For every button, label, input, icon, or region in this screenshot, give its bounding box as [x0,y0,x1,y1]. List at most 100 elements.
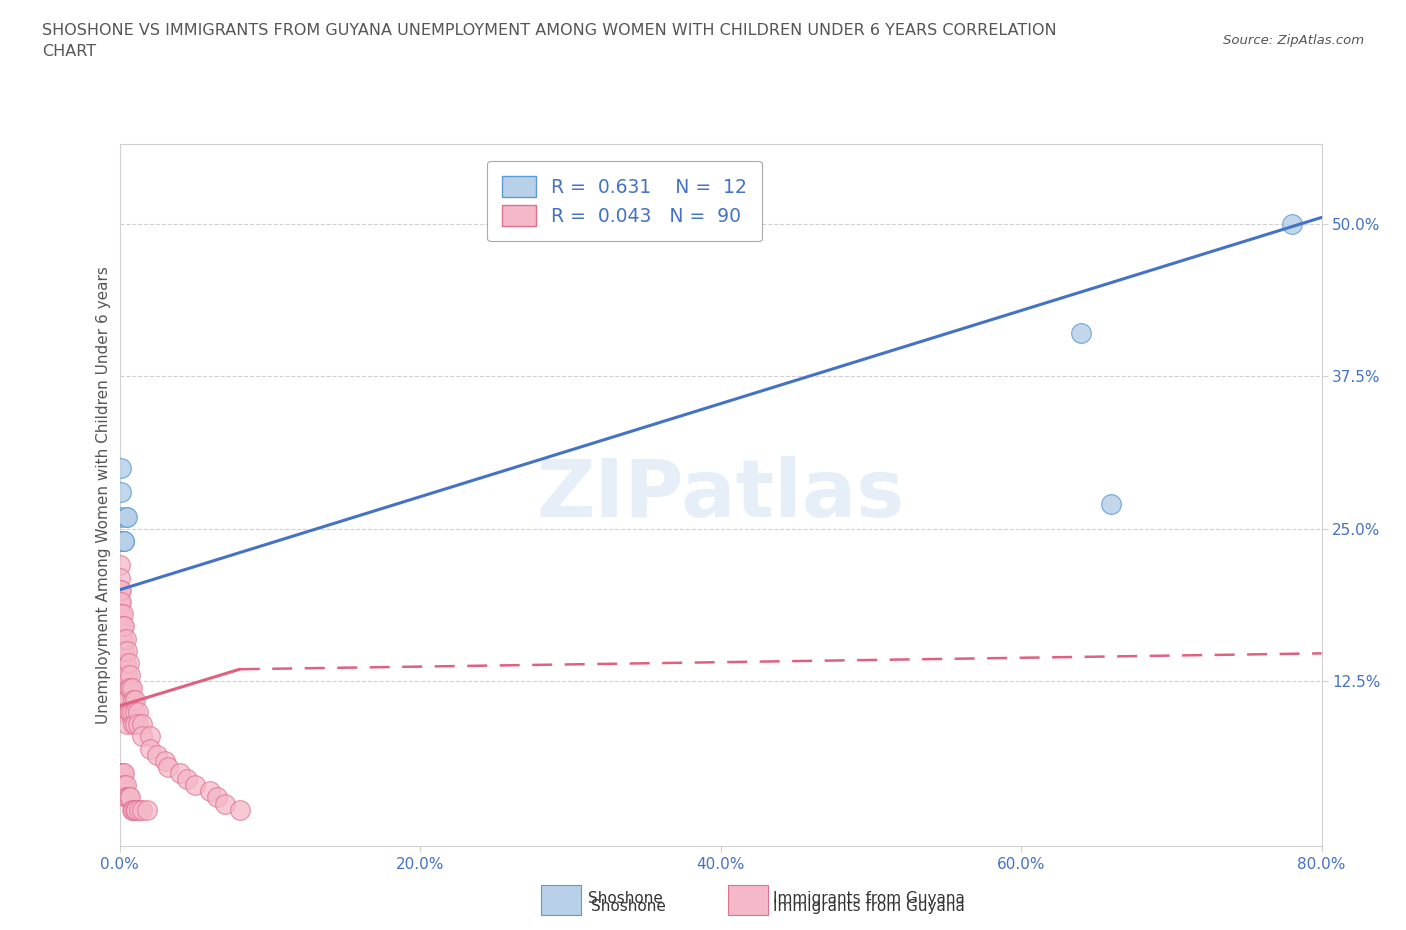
Point [111,777,134,792]
Point [125,803,148,817]
Point [135,803,157,817]
Point [108,594,131,609]
Point [121,680,143,695]
Text: Shoshone: Shoshone [591,899,665,914]
Point [108,607,131,622]
Point [110,656,132,671]
Point [117,790,139,804]
Point [111,692,134,707]
Point [198,784,221,799]
Point [114,631,136,646]
Point [112,644,135,658]
Point [112,534,135,549]
Point [124,692,146,707]
Point [110,644,132,658]
Point [228,803,252,817]
Point [111,619,134,634]
Point [112,668,135,683]
Point [117,656,139,671]
Point [115,717,138,732]
Point [122,717,145,732]
Point [138,741,160,756]
Point [146,748,169,763]
Point [169,765,191,780]
Point [156,760,179,775]
FancyBboxPatch shape [541,884,581,915]
Text: Immigrants from Guyana: Immigrants from Guyana [773,891,965,906]
Point [110,607,132,622]
Point [112,680,135,695]
Point [121,803,143,817]
Point [1070,326,1092,341]
Point [110,777,132,792]
Point [111,705,134,720]
Point [115,644,138,658]
Point [108,558,131,573]
Point [111,631,134,646]
Point [118,790,141,804]
Point [115,668,138,683]
Point [110,582,132,597]
Point [124,717,146,732]
Point [114,680,136,695]
Point [205,790,228,804]
Point [183,777,205,792]
Y-axis label: Unemployment Among Women with Children Under 6 years: Unemployment Among Women with Children U… [96,266,111,724]
Text: Source: ZipAtlas.com: Source: ZipAtlas.com [1223,34,1364,47]
Point [108,509,131,524]
Point [112,534,135,549]
Point [108,765,131,780]
Point [108,582,131,597]
Point [114,790,136,804]
Point [108,668,131,683]
Point [110,485,132,499]
Point [110,668,132,683]
Point [112,619,135,634]
Point [131,729,153,744]
Point [114,656,136,671]
Point [110,680,132,695]
Point [108,777,131,792]
Point [110,594,132,609]
Point [112,765,135,780]
Point [111,668,134,683]
FancyBboxPatch shape [728,884,768,915]
Text: ZIPatlas: ZIPatlas [537,457,904,534]
Text: Immigrants from Guyana: Immigrants from Guyana [773,899,965,914]
Point [117,680,139,695]
Point [124,705,146,720]
Text: Shoshone: Shoshone [588,891,662,906]
Point [131,803,153,817]
Point [118,668,141,683]
Point [108,582,131,597]
Point [112,777,135,792]
Point [112,705,135,720]
Point [111,534,134,549]
Text: CHART: CHART [42,44,96,59]
Point [176,772,198,787]
Point [138,729,160,744]
Point [122,803,145,817]
Point [110,705,132,720]
Point [127,705,149,720]
Point [114,705,136,720]
Point [110,631,132,646]
Point [118,680,141,695]
Point [114,777,136,792]
Point [108,534,131,549]
Point [128,803,150,817]
Point [110,619,132,634]
Point [118,705,141,720]
Point [108,619,131,634]
Point [111,765,134,780]
Legend: R =  0.631    N =  12, R =  0.043   N =  90: R = 0.631 N = 12, R = 0.043 N = 90 [486,161,762,242]
Point [131,717,153,732]
Point [214,796,236,811]
Point [1099,497,1122,512]
Point [115,509,138,524]
Point [153,753,176,768]
Point [108,594,131,609]
Point [110,460,132,475]
Point [111,607,134,622]
Point [122,692,145,707]
